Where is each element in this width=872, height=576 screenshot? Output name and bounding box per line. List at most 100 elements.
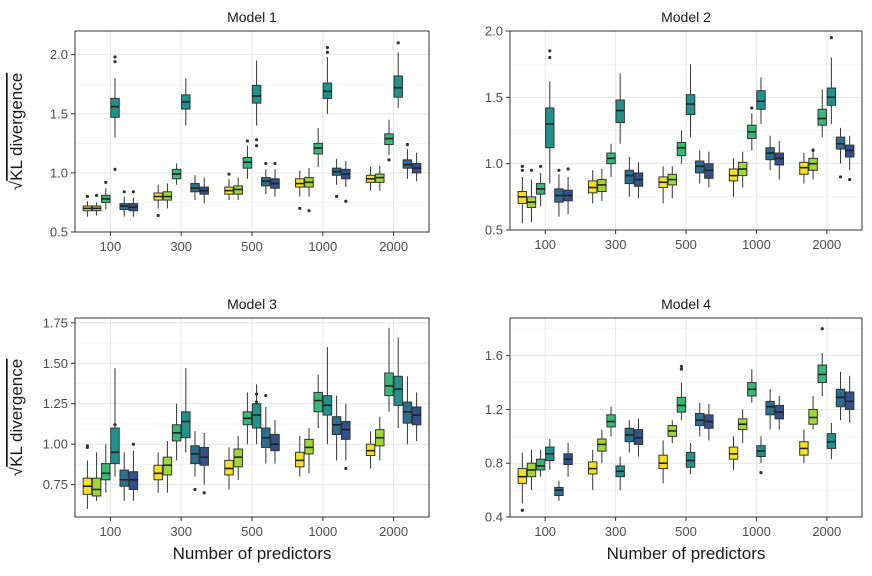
panel-4-box-500-series-5 (695, 402, 705, 437)
panel-3-box-300-series-3 (171, 403, 182, 461)
panel-1-box-500-series-3 (242, 139, 253, 179)
panel-3-box-500-series-1 (224, 447, 234, 490)
box-outlier-point (548, 49, 552, 53)
box-outlier-point (335, 194, 339, 199)
box-outlier-point (539, 164, 543, 168)
box-outlier-point (344, 466, 348, 471)
box-outlier-point (94, 193, 99, 197)
panel-1-box-300-series-6 (199, 177, 209, 204)
box-body (101, 463, 111, 481)
panel-3-y-tick-label: 0.75 (43, 477, 68, 492)
panel-2-title: Model 2 (661, 9, 711, 25)
panel-4-box-300-series-6 (633, 418, 644, 457)
panel-2-x-tick-label: 500 (675, 237, 697, 252)
box-body (233, 448, 243, 468)
box-outlier-point (405, 142, 410, 147)
box-body (658, 454, 668, 470)
panel-4-x-axis-label: Number of predictors (607, 544, 766, 563)
panel-3-box-100-series-1 (82, 444, 93, 509)
panel-4-box-1000-series-6 (774, 395, 784, 430)
panel-2-box-100-series-4 (545, 49, 555, 184)
panel-3-box-500-series-4 (251, 384, 262, 445)
panel-2-box-300-series-4 (615, 73, 625, 144)
panel-4-box-500-series-4 (685, 443, 696, 474)
panel-1-box-500-series-6 (270, 161, 280, 197)
panel-3-y-tick-label: 1.75 (43, 315, 68, 330)
panel-3-box-1000-series-1 (295, 436, 305, 477)
panel-1-box-1000-series-5 (331, 158, 342, 199)
panel-1-x-tick-label: 2000 (379, 239, 408, 254)
panel-1-box-300-series-5 (190, 175, 200, 201)
panel-2-box-1000-series-1 (728, 158, 739, 197)
box-outlier-point (85, 194, 89, 199)
panel-3-x-tick-label: 1000 (308, 524, 337, 539)
panel-4-box-100-series-6 (563, 443, 573, 477)
panel-2-box-500-series-4 (685, 64, 696, 138)
box-body (756, 90, 766, 110)
box-outlier-point (264, 394, 268, 398)
panel-4-box-300-series-2 (597, 429, 607, 464)
box-outlier-point (113, 423, 117, 427)
box-outlier-point (131, 442, 136, 446)
panel-1-y-tick-label: 2.0 (50, 47, 68, 62)
panel-3-box-100-series-2 (91, 452, 102, 501)
box-body (224, 459, 234, 476)
box-body (128, 471, 139, 490)
box-outlier-point (811, 148, 815, 152)
panel-4-box-1000-series-3 (747, 369, 757, 403)
panel-3-box-1000-series-2 (304, 428, 314, 474)
panel-1-box-300-series-4 (181, 78, 191, 126)
box-outlier-point (104, 180, 108, 184)
panel-1-x-tick-label: 300 (170, 239, 192, 254)
panel-3-box-300-series-5 (190, 431, 200, 492)
panel-1-box-500-series-4 (251, 60, 262, 148)
panel-3-x-tick-label: 100 (100, 524, 122, 539)
panel-1-box-1000-series-1 (295, 170, 305, 210)
box-outlier-point (113, 167, 117, 171)
panel-3-y-tick-label: 1.00 (43, 437, 68, 452)
panel-4-box-300-series-1 (588, 449, 598, 491)
box-outlier-point (679, 364, 684, 369)
box-outlier-point (325, 45, 330, 50)
box-outlier-point (548, 55, 552, 60)
y-axis-label-body: KL divergence (7, 359, 26, 467)
panel-1-box-500-series-1 (224, 172, 234, 201)
panel-2-x-tick-label: 1000 (742, 237, 771, 252)
panel-2: 0.5 1.0 1.5 2.0 100 300 500 1000 2000 Model 2 (485, 9, 863, 252)
panel-1-box-2000-series-1 (365, 166, 376, 191)
panel-2-box-500-series-6 (704, 151, 714, 188)
panel-1-box-500-series-2 (233, 177, 243, 201)
panel-4-box-100-series-1 (517, 452, 528, 512)
panel-3-title: Model 3 (227, 296, 277, 312)
box-outlier-point (848, 177, 852, 182)
panel-2-box-2000-series-6 (844, 135, 855, 182)
box-outlier-point (255, 138, 259, 142)
box-outlier-point (255, 400, 259, 404)
panel-4-box-500-series-2 (667, 420, 677, 444)
panel-2-box-500-series-5 (695, 150, 705, 184)
panel-4-box-2000-series-1 (799, 429, 809, 464)
panel-4-box-2000-series-3 (817, 327, 827, 396)
box-outlier-point (759, 471, 763, 475)
box-body (411, 406, 422, 426)
box-body (110, 427, 120, 465)
panel-2-box-300-series-2 (597, 168, 607, 201)
box-outlier-point (202, 491, 206, 495)
panel-3-box-300-series-4 (181, 368, 191, 453)
panel-4-title: Model 4 (661, 296, 711, 312)
box-body (153, 464, 163, 481)
panel-3-box-1000-series-4 (322, 347, 333, 445)
panel-4-box-100-series-2 (526, 449, 537, 491)
panel-1-box-2000-series-4 (393, 41, 403, 108)
panel-4-box-1000-series-2 (737, 409, 748, 444)
panel-1-box-2000-series-6 (411, 152, 422, 182)
panel-4-box-100-series-3 (535, 449, 546, 477)
box-outlier-point (113, 55, 117, 59)
panel-4-box-2000-series-6 (844, 375, 855, 423)
box-outlier-point (255, 392, 259, 396)
panel-4-box-300-series-3 (606, 406, 616, 437)
panel-2-box-100-series-3 (535, 164, 546, 207)
panel-2-box-1000-series-5 (765, 135, 775, 171)
